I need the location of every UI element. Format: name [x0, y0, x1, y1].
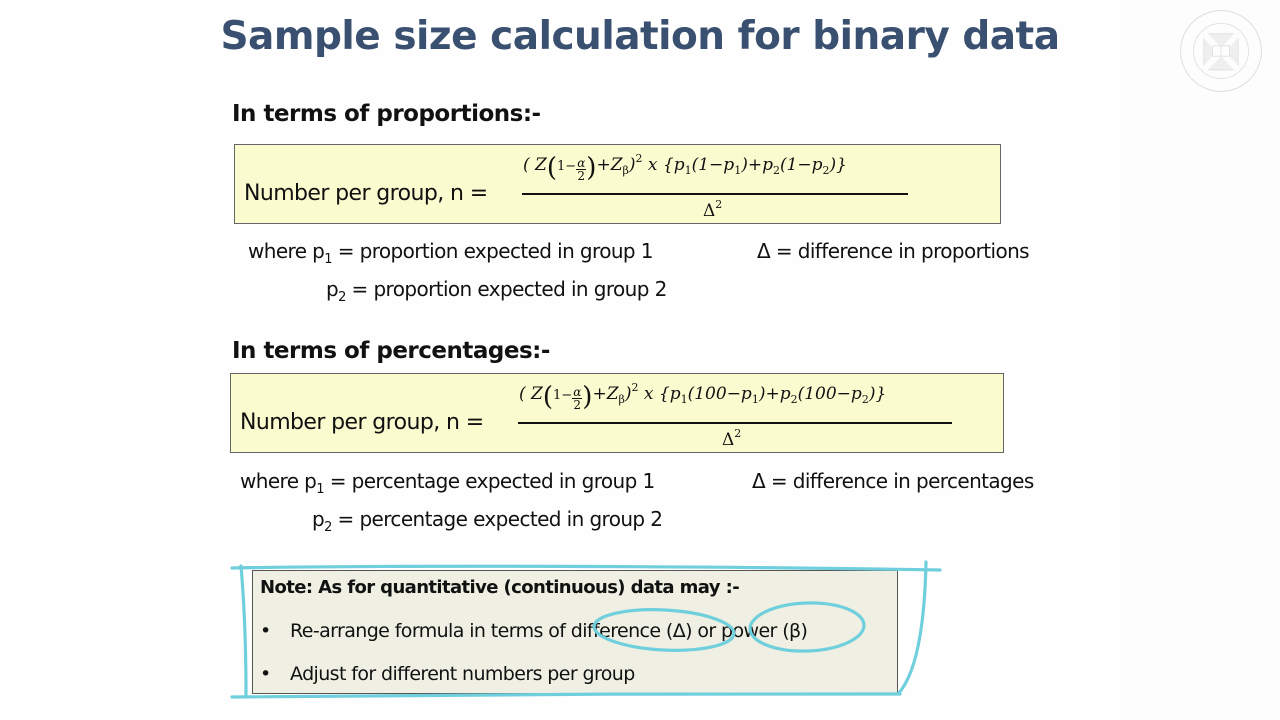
percentages-delta-definition: Δ = difference in percentages — [752, 469, 1034, 493]
proportions-where-p2: p2 = proportion expected in group 2 — [326, 277, 667, 305]
proportions-denominator: Δ2 — [703, 198, 723, 221]
proportions-fraction-bar — [522, 193, 908, 195]
bullet-icon: • — [260, 620, 271, 642]
left-margin — [0, 0, 160, 720]
difference-term: difference (Δ) — [570, 620, 693, 642]
percentages-formula-label: Number per group, n = — [240, 410, 484, 435]
percentages-formula-box — [230, 373, 1004, 453]
percentages-where-p2: p2 = percentage expected in group 2 — [312, 507, 663, 535]
proportions-formula-box — [234, 144, 1001, 224]
note-bullet-adjust: • Adjust for different numbers per group — [260, 663, 635, 685]
proportions-heading: In terms of proportions:- — [232, 101, 541, 127]
percentages-heading: In terms of percentages:- — [232, 338, 550, 364]
percentages-where-p1: where p1 = percentage expected in group … — [240, 469, 655, 497]
note-title: Note: As for quantitative (continuous) d… — [260, 577, 740, 598]
bullet-icon: • — [260, 663, 271, 685]
proportions-where-p1: where p1 = proportion expected in group … — [248, 239, 654, 267]
percentages-numerator: ( Z(1− α 2)+Zβ)2 x {p1(100−p1)+p2(100−p2)} — [519, 381, 887, 412]
proportions-formula-label: Number per group, n = — [244, 181, 488, 206]
power-term: power (β) — [721, 620, 808, 642]
right-margin — [1120, 0, 1280, 720]
percentages-denominator: Δ2 — [722, 427, 742, 450]
slide-title: Sample size calculation for binary data — [220, 14, 1060, 59]
university-of-edinburgh-crest-icon — [1180, 10, 1262, 92]
note-bullet-rearrange: • Re-arrange formula in terms of differen… — [260, 620, 808, 642]
proportions-numerator: ( Z(1− α 2)+Zβ)2 x {p1(1−p1)+p2(1−p2)} — [523, 152, 847, 183]
proportions-delta-definition: Δ = difference in proportions — [757, 239, 1030, 263]
percentages-fraction-bar — [518, 422, 952, 424]
